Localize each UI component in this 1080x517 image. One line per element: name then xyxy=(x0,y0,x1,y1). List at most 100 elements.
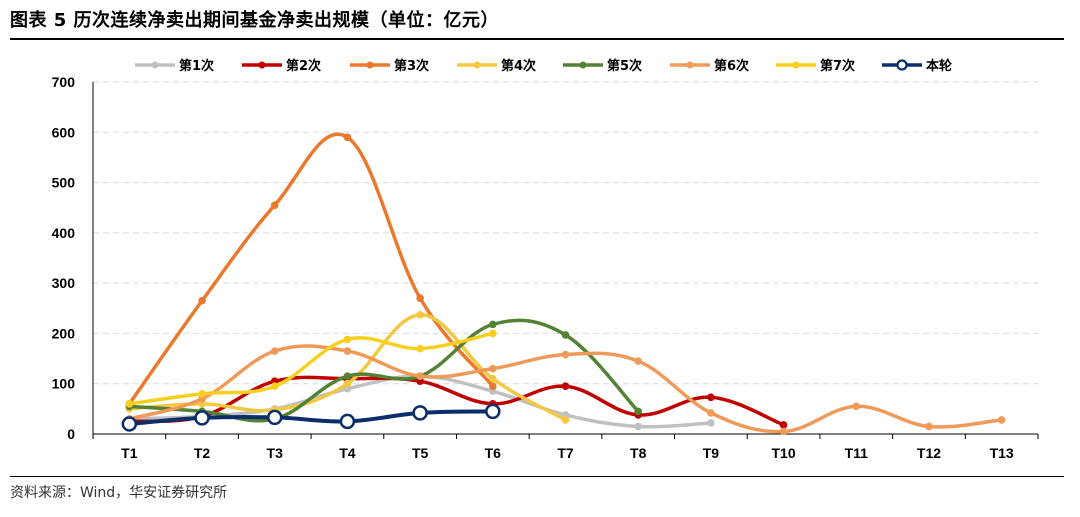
y-tick-label: 400 xyxy=(52,225,76,241)
series-line xyxy=(127,375,786,427)
legend-label: 本轮 xyxy=(926,58,952,74)
legend-marker xyxy=(686,61,694,69)
data-point xyxy=(925,422,933,431)
data-point xyxy=(266,409,283,426)
legend-item: 第2次 xyxy=(242,58,321,74)
legend-marker xyxy=(366,61,374,69)
x-tick-label: T2 xyxy=(194,445,211,461)
x-tick-label: T9 xyxy=(703,445,720,461)
legend-label: 第1次 xyxy=(179,58,214,74)
legend-item: 第4次 xyxy=(457,58,536,74)
y-tick-label: 0 xyxy=(67,426,75,442)
data-point xyxy=(561,382,570,391)
legend-item: 第3次 xyxy=(350,58,429,74)
y-tick-label: 200 xyxy=(52,325,76,341)
data-point xyxy=(270,201,279,209)
legend-marker xyxy=(896,59,908,71)
data-point xyxy=(416,311,424,319)
data-point xyxy=(489,320,497,329)
data-point xyxy=(634,357,642,365)
legend-marker xyxy=(258,61,266,69)
data-point xyxy=(707,393,715,402)
data-point xyxy=(198,296,206,305)
legend-item: 本轮 xyxy=(882,58,952,74)
title-rule xyxy=(10,38,1064,40)
data-point xyxy=(485,403,501,420)
y-tick-label: 100 xyxy=(52,376,76,392)
x-tick-label: T6 xyxy=(485,445,502,461)
x-tick-label: T13 xyxy=(990,445,1014,461)
legend: 第1次 第2次 第3次 第4次 第5次 第6次 第7次 本轮 xyxy=(135,58,952,74)
source-rule xyxy=(10,476,1064,477)
x-tick-label: T8 xyxy=(630,445,647,461)
data-point xyxy=(121,416,138,432)
data-point xyxy=(339,413,356,430)
series-line xyxy=(127,409,495,426)
legend-item: 第6次 xyxy=(670,58,749,74)
legend-label: 第6次 xyxy=(714,58,749,74)
data-point xyxy=(343,347,352,355)
legend-label: 第2次 xyxy=(286,58,321,74)
legend-item: 第7次 xyxy=(776,58,855,74)
x-tick-label: T12 xyxy=(917,445,941,461)
data-point xyxy=(489,382,497,391)
data-point xyxy=(561,350,570,359)
data-point xyxy=(779,421,788,429)
data-point xyxy=(707,419,715,427)
data-point xyxy=(416,344,424,353)
data-point xyxy=(561,416,570,424)
data-point xyxy=(707,409,715,417)
y-tick-label: 300 xyxy=(52,275,76,291)
data-point xyxy=(489,374,497,383)
series-3 xyxy=(125,132,497,408)
legend-marker xyxy=(151,61,159,69)
data-point xyxy=(343,133,352,142)
legend-marker xyxy=(792,61,800,69)
data-point xyxy=(416,372,424,380)
data-point xyxy=(270,382,279,391)
data-point xyxy=(198,389,206,398)
data-point xyxy=(634,407,642,416)
legend-label: 第3次 xyxy=(394,58,429,74)
series-8 xyxy=(121,403,501,432)
data-point xyxy=(412,405,428,421)
legend-item: 第5次 xyxy=(563,58,642,74)
data-point xyxy=(125,400,134,408)
legend-label: 第7次 xyxy=(820,58,855,74)
x-tick-label: T11 xyxy=(845,445,869,461)
series-line xyxy=(127,132,495,406)
legend-label: 第4次 xyxy=(501,58,536,74)
x-tick-label: T5 xyxy=(412,445,429,461)
axes: 0 100 200 300 400 500 600 700 T1 T2 T3 T4 T5 T6 T7 T8 T9… xyxy=(52,74,1039,461)
legend-marker xyxy=(473,61,481,69)
y-tick-label: 600 xyxy=(52,124,76,140)
y-tick-label: 700 xyxy=(52,74,76,90)
data-point xyxy=(343,335,352,344)
data-point xyxy=(489,364,497,373)
data-point xyxy=(194,410,210,426)
data-point xyxy=(489,329,497,338)
x-tick-label: T7 xyxy=(557,445,574,461)
x-tick-label: T1 xyxy=(121,445,138,461)
series-line xyxy=(127,331,495,406)
data-point xyxy=(561,331,570,339)
data-point xyxy=(779,427,788,436)
data-point xyxy=(343,372,352,380)
series-7 xyxy=(125,329,497,408)
data-point xyxy=(634,422,642,431)
data-point xyxy=(416,294,424,303)
legend-item: 第1次 xyxy=(135,58,214,74)
data-point xyxy=(270,347,279,355)
source-note: 资料来源：Wind，华安证券研究所 xyxy=(10,485,228,501)
data-point xyxy=(852,402,861,411)
data-point xyxy=(343,379,352,388)
series-lines xyxy=(121,132,1006,436)
data-point xyxy=(997,416,1006,424)
x-tick-label: T4 xyxy=(339,445,356,461)
legend-label: 第5次 xyxy=(607,58,642,74)
y-tick-label: 500 xyxy=(52,175,76,191)
x-tick-label: T3 xyxy=(267,445,284,461)
legend-marker xyxy=(579,61,587,69)
x-tick-label: T10 xyxy=(772,445,796,461)
